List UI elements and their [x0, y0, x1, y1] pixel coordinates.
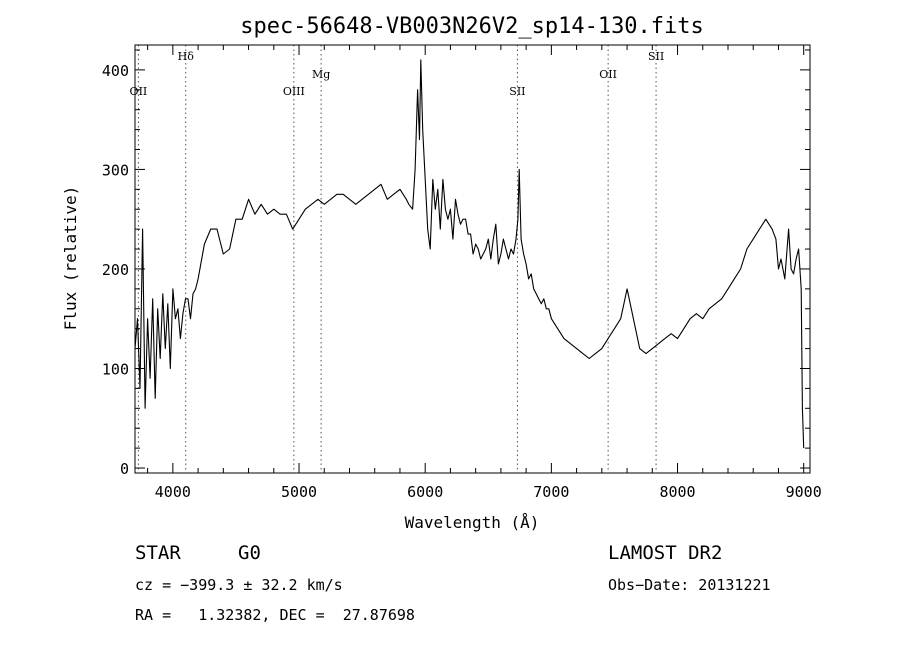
emission-line-label: SII	[509, 85, 525, 98]
emission-line-label: Hδ	[178, 50, 195, 63]
emission-line-label: OIII	[283, 85, 305, 98]
y-axis-label: Flux (relative)	[61, 186, 80, 331]
x-tick-label: 7000	[533, 483, 569, 501]
emission-line-markers: OII Hδ OIII Mg SII OII SII	[130, 45, 664, 473]
survey-name: LAMOST DR2	[608, 542, 723, 564]
y-tick-label: 0	[120, 460, 129, 478]
x-tick-label: 5000	[281, 483, 317, 501]
object-type: STAR	[135, 542, 181, 564]
emission-line-label: SII	[648, 50, 664, 63]
axis-ticks: 4000 5000 6000 7000 8000 9000 0 100 200 300 400	[102, 45, 822, 501]
x-tick-label: 4000	[155, 483, 191, 501]
observation-date: Obs−Date: 20131221	[608, 576, 771, 594]
y-tick-label: 100	[102, 360, 129, 378]
coordinates: RA = 1.32382, DEC = 27.87698	[135, 606, 415, 624]
spectral-subclass: G0	[238, 542, 261, 564]
redshift-velocity: cz = −399.3 ± 32.2 km/s	[135, 576, 343, 594]
spectrum-line	[134, 59, 805, 449]
x-axis-label: Wavelength (Å)	[405, 513, 540, 532]
emission-line-label: OII	[599, 68, 617, 81]
x-tick-label: 8000	[659, 483, 695, 501]
x-tick-label: 6000	[407, 483, 443, 501]
y-tick-label: 400	[102, 62, 129, 80]
spectrum-series	[134, 59, 805, 449]
chart-title: spec-56648-VB003N26V2_sp14-130.fits	[240, 14, 704, 39]
y-tick-label: 300	[102, 161, 129, 179]
emission-line-label: Mg	[312, 68, 330, 81]
plot-frame	[134, 44, 811, 474]
y-tick-label: 200	[102, 261, 129, 279]
emission-line-label: OII	[130, 85, 148, 98]
x-tick-label: 9000	[786, 483, 822, 501]
